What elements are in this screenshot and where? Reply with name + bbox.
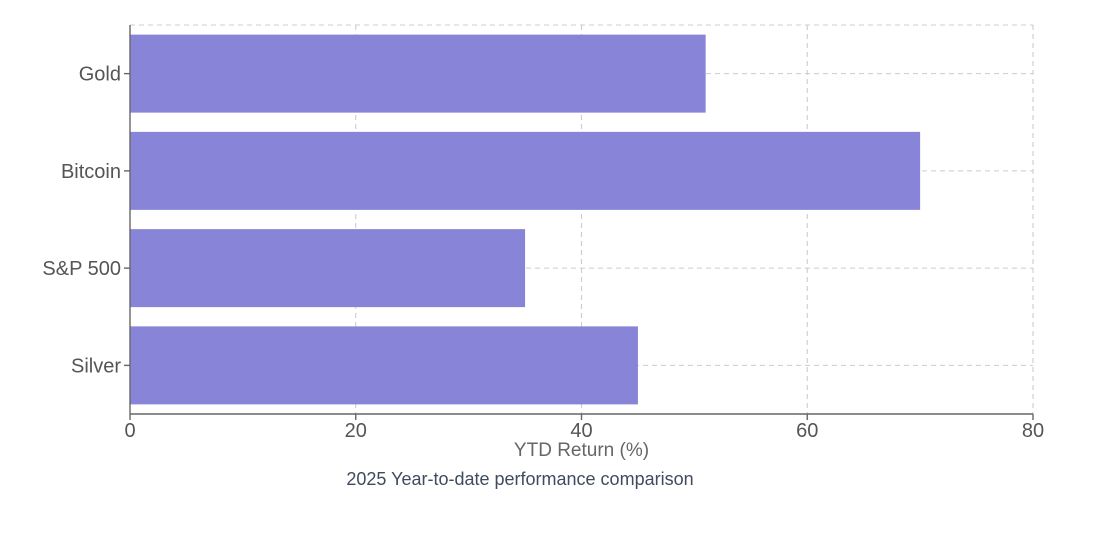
x-tick-label-80: 80 [1022, 420, 1044, 442]
bar-silver [130, 326, 638, 405]
y-category-label-silver: Silver [71, 355, 121, 377]
chart-caption: 2025 Year-to-date performance comparison [346, 469, 694, 489]
x-tick-label-0: 0 [124, 420, 135, 442]
y-category-label-gold: Gold [79, 64, 121, 86]
y-category-label-s-p-500: S&P 500 [42, 258, 121, 280]
bar-s-p-500 [130, 229, 526, 308]
x-tick-label-40: 40 [570, 420, 592, 442]
bar-gold [130, 34, 706, 113]
x-tick-label-60: 60 [796, 420, 818, 442]
x-axis-title: YTD Return (%) [513, 440, 650, 461]
y-category-label-bitcoin: Bitcoin [61, 161, 121, 183]
x-tick-label-20: 20 [345, 420, 367, 442]
bar-bitcoin [130, 131, 921, 210]
